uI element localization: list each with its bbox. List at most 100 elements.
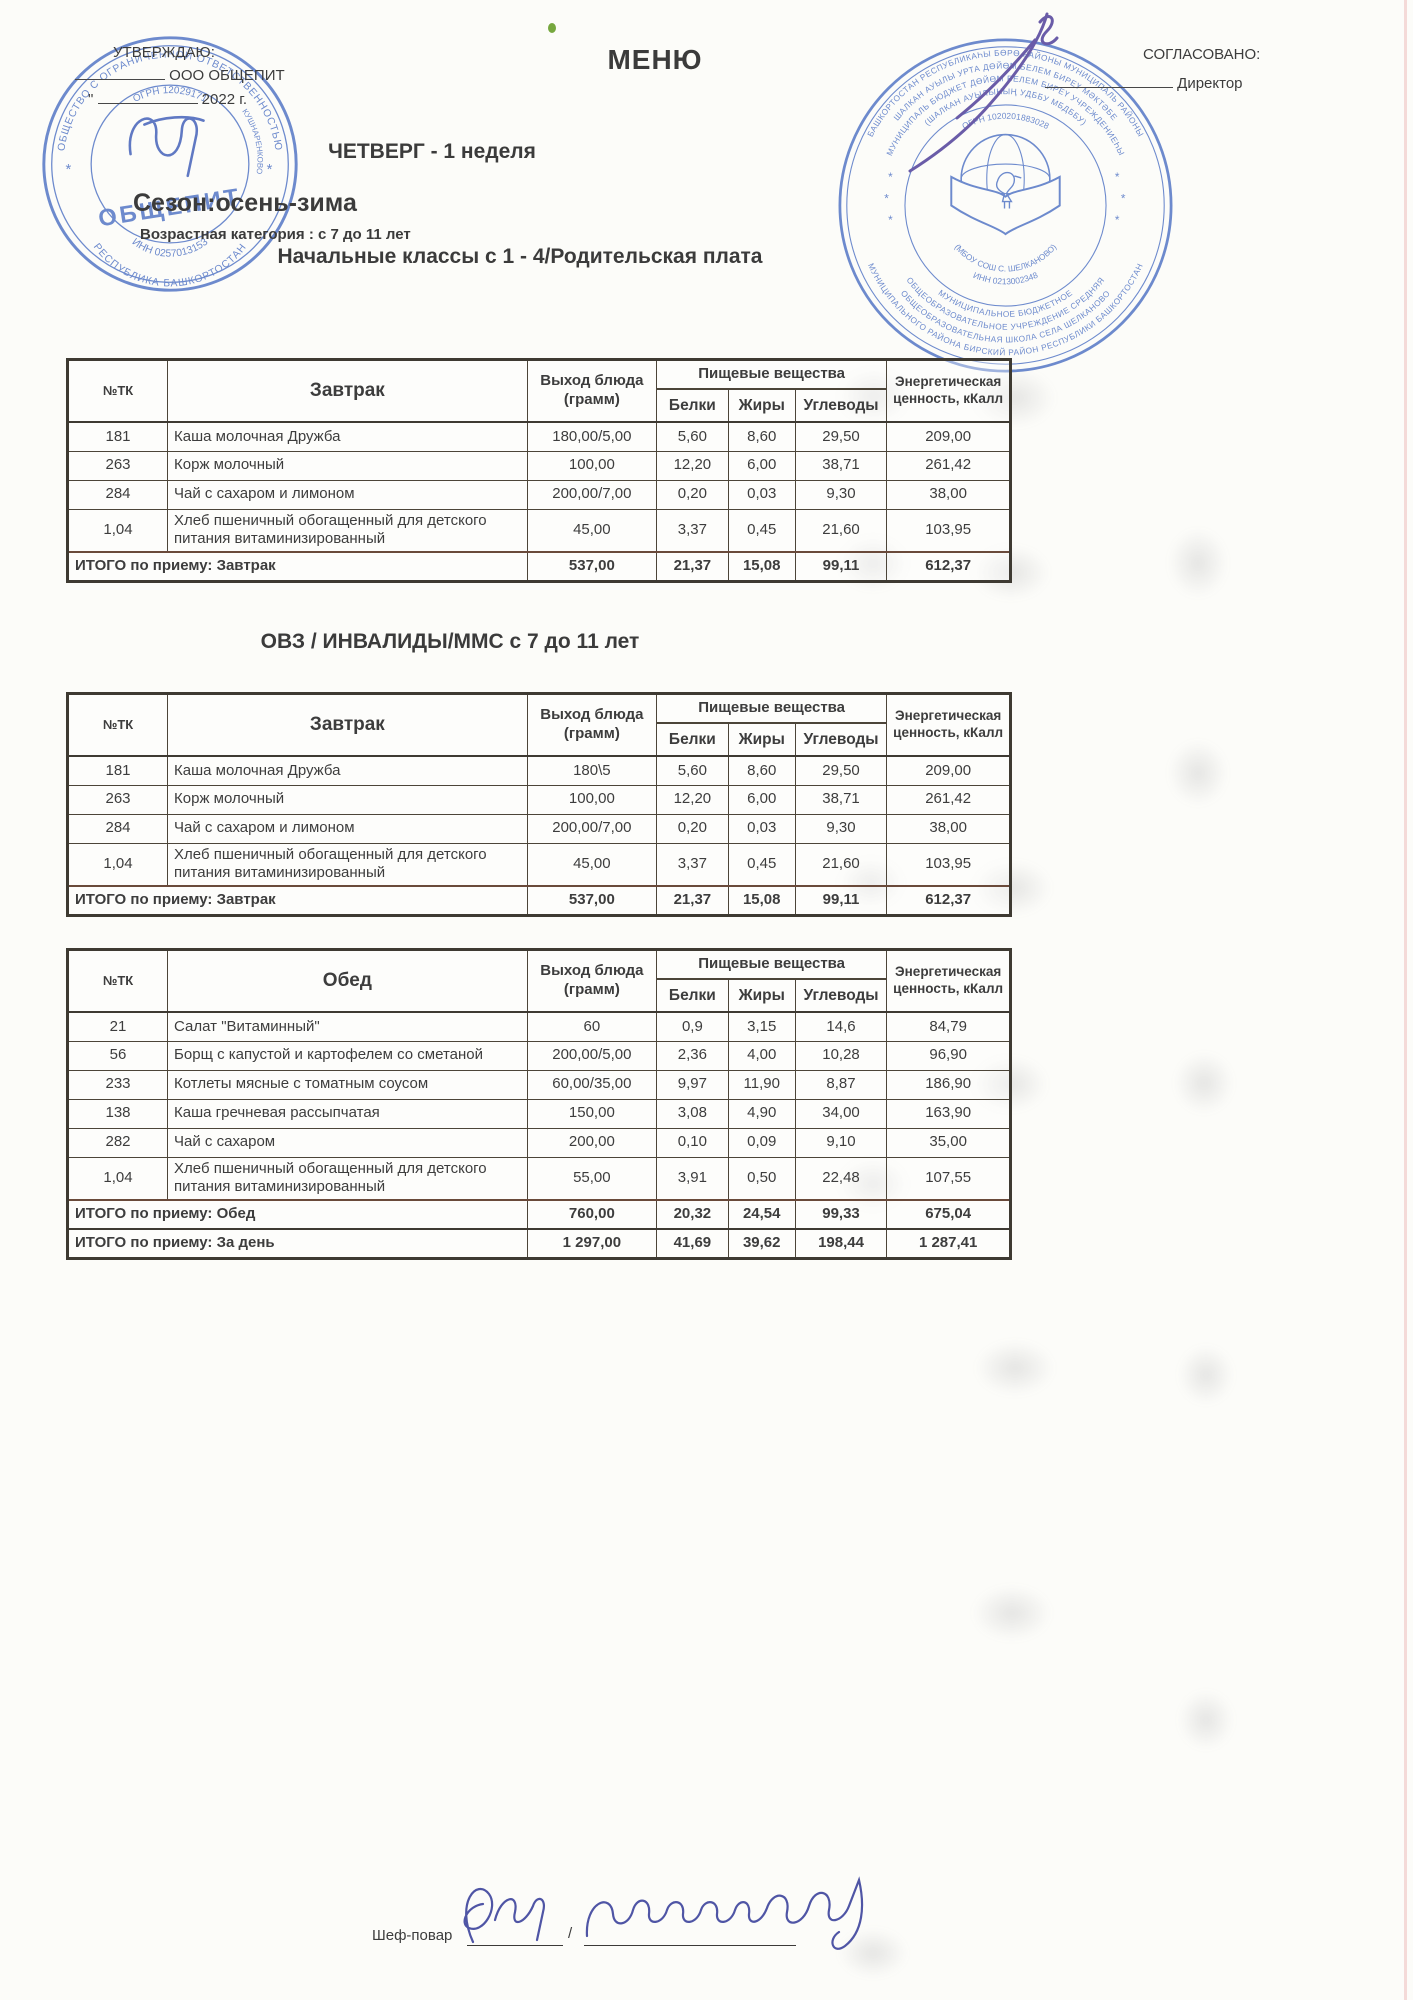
cell-energy: 107,55 <box>886 1156 1011 1201</box>
stamp-emblem-globe-book-bird <box>950 133 1061 236</box>
cell-fat: 6,00 <box>727 450 796 481</box>
bleedthrough-smudge <box>975 1340 1055 1396</box>
cell-protein: 20,32 <box>656 1199 729 1230</box>
col-header-meal: Завтрак <box>167 359 528 423</box>
dish-row: 181 Каша молочная Дружба 180\5 5,60 8,60 29,5… <box>66 755 1011 786</box>
cell-out: 537,00 <box>526 551 658 582</box>
cell-carbs: 198,44 <box>794 1228 888 1259</box>
approve-org-line: ООО ОБЩЕПИТ <box>75 66 285 84</box>
col-header-carbs: Углеводы <box>794 722 888 757</box>
cell-out: 55,00 <box>526 1156 658 1201</box>
cell-protein: 41,69 <box>656 1228 729 1259</box>
dish-row: 181 Каша молочная Дружба 180,00/5,00 5,60 8,… <box>66 421 1011 452</box>
dish-row: 138 Каша гречневая рассыпчатая 150,00 3,08 4… <box>66 1098 1011 1129</box>
cell-tk: 263 <box>66 784 169 815</box>
stamp-hand-scribble <box>128 115 205 178</box>
menu-table: №ТК Обед Выход блюда (грамм) Пищевые вещест… <box>66 948 1012 1260</box>
cell-carbs: 34,00 <box>794 1098 888 1129</box>
agree-role-line: Директор <box>1045 74 1243 92</box>
lunch-table: №ТК Обед Выход блюда (грамм) Пищевые вещест… <box>66 948 1012 1260</box>
cell-out: 760,00 <box>526 1199 658 1230</box>
cell-dish: Борщ с капустой и картофелем со сметаной <box>167 1040 528 1071</box>
cell-protein: 12,20 <box>656 450 729 481</box>
bleedthrough-smudge <box>838 1928 908 1978</box>
approve-year: 2022 г. <box>201 91 248 108</box>
scan-edge-line <box>1404 0 1407 2000</box>
dish-row: 282 Чай с сахаром 200,00 0,10 0,09 9,10 35,00 <box>66 1127 1011 1158</box>
cell-protein: 5,60 <box>656 421 729 452</box>
cell-fat: 0,45 <box>727 842 796 887</box>
cell-energy: 38,00 <box>886 813 1011 844</box>
col-header-carbs: Углеводы <box>794 978 888 1013</box>
col-header-out: Выход блюда (грамм) <box>526 693 658 757</box>
cell-out: 100,00 <box>526 784 658 815</box>
dish-row: 263 Корж молочный 100,00 12,20 6,00 38,71 261,… <box>66 450 1011 481</box>
cell-tk: 284 <box>66 479 169 510</box>
bleedthrough-smudge <box>1178 1690 1234 1750</box>
approve-signature-line <box>75 66 165 80</box>
cell-fat: 0,03 <box>727 813 796 844</box>
dish-row: 284 Чай с сахаром и лимоном 200,00/7,00 0,2… <box>66 479 1011 510</box>
col-header-nutrients: Пищевые вещества <box>656 358 888 390</box>
bleedthrough-smudge <box>972 1585 1052 1641</box>
col-header-energy: Энергетическая ценность, кКалл <box>886 359 1011 423</box>
page-title: МЕНЮ <box>607 44 703 75</box>
cell-carbs: 10,28 <box>794 1040 888 1071</box>
col-header-protein: Белки <box>656 722 729 757</box>
cell-protein: 3,37 <box>656 842 729 887</box>
col-header-meal: Обед <box>167 949 528 1013</box>
cell-fat: 4,90 <box>727 1098 796 1129</box>
cell-tk: 282 <box>66 1127 169 1158</box>
col-header-carbs: Углеводы <box>794 388 888 423</box>
stamp-star: * <box>1115 170 1120 184</box>
stamp-star: * <box>1115 213 1120 227</box>
cell-protein: 9,97 <box>656 1069 729 1100</box>
stamp-star: * <box>888 170 893 184</box>
dish-row: 1,04 Хлеб пшеничный обогащенный для детск… <box>66 842 1011 887</box>
cell-out: 180,00/5,00 <box>526 421 658 452</box>
cell-energy: 84,79 <box>886 1011 1011 1042</box>
cell-dish: Каша молочная Дружба <box>167 755 528 786</box>
cell-out: 1 297,00 <box>526 1228 658 1259</box>
col-header-fat: Жиры <box>727 388 796 423</box>
stamp-star: * <box>888 213 893 227</box>
breakfast-table-ovz: №ТК Завтрак Выход блюда (грамм) Пищевые вещ… <box>66 692 1012 917</box>
col-header-tk: №ТК <box>66 693 169 757</box>
cell-energy: 209,00 <box>886 755 1011 786</box>
cell-energy: 612,37 <box>886 551 1011 582</box>
cell-carbs: 14,6 <box>794 1011 888 1042</box>
stamp-ring-text: (МБОУ СОШ С. ШЕЛКАНОВО) <box>953 242 1059 273</box>
col-header-out: Выход блюда (грамм) <box>526 359 658 423</box>
cell-protein: 0,20 <box>656 813 729 844</box>
cell-tk: 181 <box>66 421 169 452</box>
cell-protein: 3,91 <box>656 1156 729 1201</box>
cell-total-label: ИТОГО по приему: Завтрак <box>67 551 528 582</box>
cell-carbs: 9,30 <box>794 479 888 510</box>
cell-fat: 15,08 <box>727 885 796 916</box>
cell-energy: 209,00 <box>886 421 1011 452</box>
approve-date-blank <box>97 90 198 104</box>
cell-fat: 11,90 <box>727 1069 796 1100</box>
dish-row: 1,04 Хлеб пшеничный обогащенный для детск… <box>66 508 1011 553</box>
cell-dish: Хлеб пшеничный обогащенный для детского … <box>167 1156 528 1201</box>
cell-dish: Чай с сахаром и лимоном <box>167 479 528 510</box>
col-header-protein: Белки <box>656 978 729 1013</box>
cell-carbs: 9,30 <box>794 813 888 844</box>
menu-table: №ТК Завтрак Выход блюда (грамм) Пищевые вещ… <box>66 692 1012 917</box>
col-header-tk: №ТК <box>66 949 169 1013</box>
section-title-ovz: ОВЗ / ИНВАЛИДЫ/ММС с 7 до 11 лет <box>260 630 640 653</box>
col-header-tk: №ТК <box>66 359 169 423</box>
dish-row: 21 Салат "Витаминный" 60 0,9 3,15 14,6 84,79 <box>66 1011 1011 1042</box>
cell-tk: 21 <box>66 1011 169 1042</box>
cell-carbs: 8,87 <box>794 1069 888 1100</box>
cell-tk: 181 <box>66 755 169 786</box>
cell-dish: Каша гречневая рассыпчатая <box>167 1098 528 1129</box>
breakfast-table-parents: №ТК Завтрак Выход блюда (грамм) Пищевые вещ… <box>66 358 1012 583</box>
cell-fat: 8,60 <box>727 755 796 786</box>
total-row: ИТОГО по приему: Завтрак 537,00 21,37 15,08… <box>67 885 1011 916</box>
chef-slash: / <box>568 1925 573 1942</box>
cell-dish: Котлеты мясные с томатным соусом <box>167 1069 528 1100</box>
cell-dish: Корж молочный <box>167 784 528 815</box>
cell-protein: 3,08 <box>656 1098 729 1129</box>
